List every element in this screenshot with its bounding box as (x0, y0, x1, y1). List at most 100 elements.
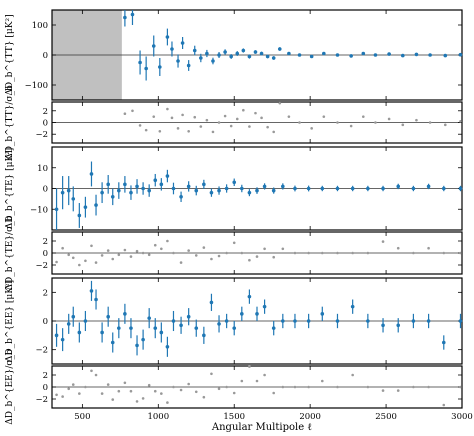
tt-ratio-ratio-point (260, 116, 263, 120)
te-ratio-ratio-point (320, 251, 324, 255)
ee-ratio-ytick-label: 0 (43, 383, 48, 393)
te-ratio-ratio-point (381, 240, 385, 243)
te-residual-point (217, 188, 221, 193)
te-ratio-ratio-point (396, 246, 400, 250)
te-ratio-ratio-point (187, 249, 190, 252)
tt-ratio-ratio-point (181, 113, 184, 117)
tt-residual-point (151, 44, 156, 48)
ee-residual-point (66, 322, 71, 326)
tt-residual-ytick-label: 0 (43, 51, 48, 61)
ee-residual-point (89, 289, 94, 293)
ee-residual-point (153, 326, 158, 330)
te-residual-point (171, 186, 176, 191)
tt-residual-point (176, 59, 180, 63)
ee-residual-point (194, 326, 199, 330)
tt-residual-point (241, 48, 246, 53)
te-residual-point (396, 184, 401, 189)
te-residual-point (232, 180, 237, 185)
ee-residual-point (441, 340, 446, 345)
ee-residual-point (335, 319, 340, 323)
ee-ratio-ratio-point (106, 383, 110, 386)
tt-ratio-ratio-point (387, 117, 391, 121)
te-ratio-ratio-point (129, 255, 133, 258)
te-ratio-ratio-point (210, 257, 213, 261)
ee-ratio-ratio-point (71, 383, 75, 386)
ee-ratio-ratio-point (396, 389, 400, 392)
ee-ratio-ratio-point (351, 373, 354, 377)
tt-ratio-ratio-point (287, 115, 291, 118)
tt-residual-point (297, 53, 302, 57)
tt-residual-point (309, 54, 314, 59)
ee-residual-ylabel: ΔD_b^{EE} [μK²] (5, 280, 15, 362)
ee-residual-point (179, 323, 183, 328)
te-ratio-ratio-point (106, 249, 110, 252)
te-residual-point (224, 186, 229, 191)
ee-residual-point (411, 319, 416, 323)
te-ratio-ytick-label: −2 (35, 261, 48, 271)
te-residual-point (159, 182, 164, 187)
x-axis-title: Angular Multipole ℓ (211, 422, 312, 433)
te-residual-point (60, 190, 65, 195)
tt-ratio-ratio-point (248, 125, 251, 128)
tt-residual-point (253, 50, 258, 54)
tt-residual-point (170, 47, 174, 51)
tt-ratio-ratio-point (138, 124, 142, 127)
tt-residual-point (414, 52, 419, 57)
ee-ratio-ratio-point (187, 382, 190, 386)
te-ratio-ratio-point (147, 253, 151, 257)
ee-residual-point (426, 319, 431, 323)
te-ratio-ratio-point (166, 239, 169, 243)
te-residual-point (441, 186, 446, 191)
te-residual-point (186, 184, 191, 189)
ee-residual-point (171, 319, 176, 323)
te-residual-point (255, 188, 259, 193)
tt-ratio-ratio-point (242, 108, 245, 112)
te-residual-point (77, 213, 82, 218)
te-ratio-ratio-point (71, 256, 75, 260)
ee-ratio-ratio-point (84, 385, 87, 389)
tt-ratio-ratio-point (374, 121, 377, 124)
ee-residual-point (224, 319, 229, 323)
tt-ratio-ratio-point (193, 115, 197, 119)
tt-residual-point (205, 51, 209, 56)
ee-ratio-ratio-point (94, 373, 98, 377)
te-ratio-ratio-point (248, 258, 251, 262)
tt-residual-point (349, 54, 353, 58)
ee-residual-point (320, 312, 325, 316)
te-ratio-ylabel: ΔD_b^{TE}/σ_b (5, 215, 15, 290)
ee-ratio-panel: −2 0 2 ΔD_b^{EE}/σ_b (5, 349, 463, 425)
te-ratio-ratio-point (135, 249, 139, 253)
tt-residual-point (158, 65, 162, 69)
te-ratio-ratio-point (123, 248, 127, 252)
te-residual-point (165, 174, 170, 178)
ee-residual-point (83, 319, 88, 323)
te-ratio-ratio-point (78, 263, 81, 267)
te-residual-point (179, 195, 183, 199)
ee-ratio-ytick-label: 2 (43, 371, 48, 381)
te-ratio-ratio-point (366, 251, 370, 255)
te-residual-panel: −10 0 10 ΔD_b^{TE} [μK²] (5, 146, 463, 231)
tt-residual-point (259, 51, 264, 56)
tt-residual-point (458, 52, 463, 57)
te-residual-ytick-label: −10 (30, 205, 48, 215)
te-ratio-ratio-point (307, 251, 310, 255)
ee-ratio-ratio-point (412, 385, 415, 389)
te-ratio-ratio-point (100, 254, 104, 257)
tt-residual-point (387, 52, 391, 56)
te-ratio-ratio-point (55, 260, 58, 264)
tt-residual-point (186, 63, 191, 68)
tt-ratio-ratio-point (459, 120, 462, 123)
te-residual-point (89, 172, 94, 176)
ee-ratio-ratio-point (160, 392, 163, 395)
ee-residual-ytick-label: −2 (35, 346, 48, 356)
tt-ratio-ratio-point (158, 129, 162, 133)
ee-residual-point (306, 319, 311, 323)
te-residual-point (110, 195, 115, 199)
x-tick-label: 3000 (451, 412, 473, 422)
tt-residual-point (277, 47, 282, 51)
te-ratio-ratio-point (160, 247, 163, 251)
ee-residual-point (135, 343, 139, 348)
tt-ratio-ylabel: ΔD_b^{TT}/σ_b (5, 85, 15, 160)
tt-residual-point (217, 53, 221, 57)
ee-ratio-ratio-point (111, 398, 115, 401)
